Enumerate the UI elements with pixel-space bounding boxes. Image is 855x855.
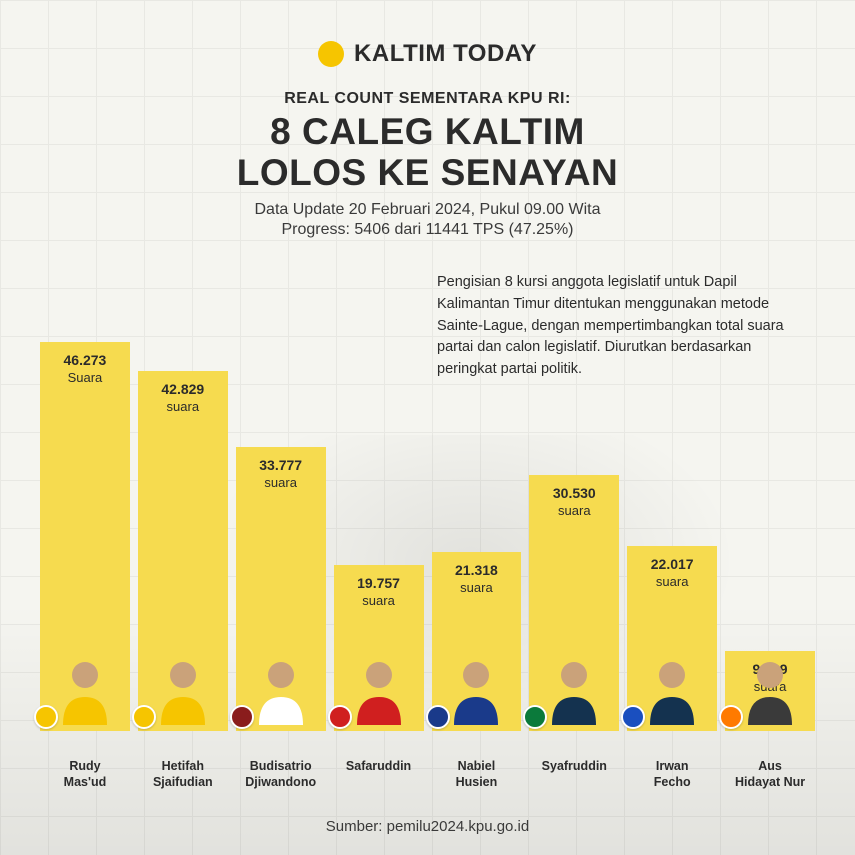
bar: 22.017suara [627, 546, 717, 731]
update-line: Data Update 20 Februari 2024, Pukul 09.0… [0, 201, 855, 219]
candidate-portrait [539, 649, 609, 731]
person-icon [57, 655, 113, 725]
bar-value-label: 42.829suara [161, 381, 204, 415]
brand-logo: KALTIM TODAY [0, 0, 855, 68]
person-icon [155, 655, 211, 725]
source-text: Sumber: pemilu2024.kpu.go.id [0, 818, 855, 835]
bar-column: 22.017suara IrwanFecho [627, 546, 717, 791]
bar-column: 46.273Suara RudyMas'ud [40, 342, 130, 791]
candidate-name: NabielHusien [456, 759, 498, 791]
bar-value-label: 33.777suara [259, 457, 302, 491]
bar-column: 9.539suara AusHidayat Nur [725, 651, 815, 791]
party-badge-icon [426, 705, 450, 729]
candidate-portrait [735, 649, 805, 731]
bar-column: 42.829suara HetifahSjaifudian [138, 371, 228, 791]
person-icon [546, 655, 602, 725]
candidate-portrait [441, 649, 511, 731]
bar: 21.318suara [432, 552, 522, 731]
bar-value-label: 21.318suara [455, 562, 498, 596]
party-badge-icon [719, 705, 743, 729]
bar-value-label: 22.017suara [651, 556, 694, 590]
party-badge-icon [132, 705, 156, 729]
bar: 46.273Suara [40, 342, 130, 731]
bar: 19.757suara [334, 565, 424, 731]
bar-column: 33.777suara BudisatrioDjiwandono [236, 447, 326, 791]
candidate-portrait [148, 649, 218, 731]
bar: 33.777suara [236, 447, 326, 731]
brand-name: KALTIM TODAY [354, 40, 537, 68]
candidate-portrait [246, 649, 316, 731]
candidate-name: HetifahSjaifudian [153, 759, 213, 791]
title-line-1: 8 CALEG KALTIM [270, 111, 585, 152]
candidate-portrait [344, 649, 414, 731]
bar: 42.829suara [138, 371, 228, 731]
person-icon [253, 655, 309, 725]
candidate-portrait [50, 649, 120, 731]
person-icon [644, 655, 700, 725]
bar-chart: 46.273Suara RudyMas'ud 42.829suara HetifahS… [40, 311, 815, 791]
bar: 30.530suara [529, 475, 619, 731]
party-badge-icon [230, 705, 254, 729]
progress-line: Progress: 5406 dari 11441 TPS (47.25%) [0, 221, 855, 239]
brand-dot-icon [318, 41, 344, 67]
person-icon [351, 655, 407, 725]
subtitle: REAL COUNT SEMENTARA KPU RI: [0, 90, 855, 108]
party-badge-icon [34, 705, 58, 729]
candidate-name: RudyMas'ud [64, 759, 107, 791]
bar-column: 21.318suara NabielHusien [432, 552, 522, 791]
candidate-name: AusHidayat Nur [735, 759, 805, 791]
bar-value-label: 46.273Suara [64, 352, 107, 386]
bar: 9.539suara [725, 651, 815, 731]
candidate-portrait [637, 649, 707, 731]
bar-column: 19.757suara Safaruddin [334, 565, 424, 791]
person-icon [742, 655, 798, 725]
bar-value-label: 30.530suara [553, 485, 596, 519]
candidate-name: IrwanFecho [654, 759, 691, 791]
bar-column: 30.530suara Syafruddin [529, 475, 619, 791]
candidate-name: BudisatrioDjiwandono [245, 759, 316, 791]
person-icon [448, 655, 504, 725]
bar-value-label: 19.757suara [357, 575, 400, 609]
page-title: 8 CALEG KALTIM LOLOS KE SENAYAN [0, 112, 855, 193]
candidate-name: Safaruddin [346, 759, 411, 791]
party-badge-icon [328, 705, 352, 729]
title-line-2: LOLOS KE SENAYAN [237, 152, 619, 193]
candidate-name: Syafruddin [542, 759, 607, 791]
